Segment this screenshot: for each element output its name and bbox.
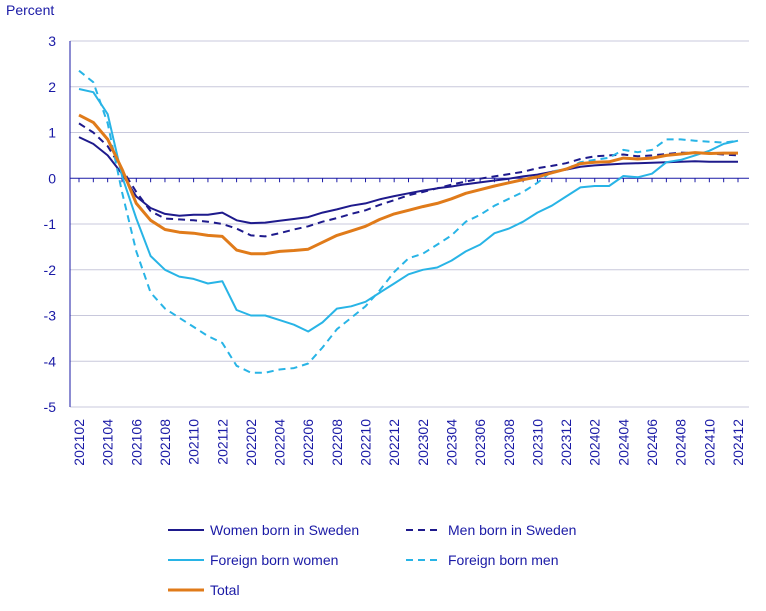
legend-swatch — [406, 559, 442, 561]
legend-label: Foreign born men — [448, 552, 559, 568]
y-tick-label: -5 — [44, 399, 57, 415]
y-tick-label: 2 — [48, 79, 56, 95]
x-tick-label: 202410 — [701, 419, 717, 466]
legend-item: Total — [168, 582, 240, 598]
series-line-total — [78, 113, 738, 256]
x-tick-label: 202202 — [243, 419, 259, 466]
legend-item: Foreign born men — [406, 552, 559, 568]
x-tick-label: 202112 — [214, 419, 230, 465]
x-tick-label: 202302 — [415, 419, 431, 466]
y-tick-label: -2 — [44, 262, 57, 278]
series-line-foreign-born-men — [78, 69, 739, 374]
y-tick-label: 3 — [48, 33, 56, 49]
y-axis-title: Percent — [6, 2, 55, 18]
x-tick-label: 202408 — [673, 419, 689, 466]
legend: Women born in Sweden Men born in Sweden Fo… — [168, 522, 608, 608]
legend-swatch — [168, 529, 204, 531]
legend-swatch — [168, 588, 204, 592]
legend-label: Foreign born women — [210, 552, 339, 568]
x-tick-label: 202108 — [157, 419, 173, 466]
y-tick-label: 0 — [48, 170, 56, 186]
x-tick-label: 202110 — [186, 419, 202, 465]
x-tick-label: 202104 — [100, 419, 116, 466]
y-tick-label: -1 — [44, 216, 57, 232]
x-tick-label: 202412 — [730, 419, 746, 466]
y-tick-label: -4 — [44, 353, 57, 369]
series-line-men-born-in-sweden — [78, 122, 739, 238]
x-tick-label: 202208 — [329, 419, 345, 466]
x-tick-label: 202204 — [272, 419, 288, 466]
legend-label: Total — [210, 582, 240, 598]
x-tick-label: 202210 — [358, 419, 374, 466]
legend-item: Women born in Sweden — [168, 522, 359, 538]
x-tick-label: 202206 — [300, 419, 316, 466]
y-tick-label: -3 — [44, 308, 57, 324]
x-tick-label: 202402 — [587, 419, 603, 466]
x-tick-label: 202310 — [529, 419, 545, 466]
legend-label: Women born in Sweden — [210, 522, 360, 538]
legend-item: Men born in Sweden — [406, 522, 576, 538]
legend-item: Foreign born women — [168, 552, 338, 568]
x-tick-label: 202404 — [615, 419, 631, 466]
x-tick-label: 202306 — [472, 419, 488, 466]
x-tick-label: 202304 — [443, 419, 459, 466]
x-tick-label: 202312 — [558, 419, 574, 466]
series-line-women-born-in-sweden — [78, 136, 738, 225]
legend-swatch — [168, 559, 204, 561]
x-tick-label: 202102 — [71, 419, 87, 466]
x-tick-label: 202212 — [386, 419, 402, 466]
y-tick-label: 1 — [48, 125, 56, 141]
series-line-foreign-born-women — [78, 88, 739, 333]
x-tick-label: 202406 — [644, 419, 660, 466]
legend-swatch — [406, 529, 442, 531]
x-tick-label: 202106 — [128, 419, 144, 466]
x-tick-label: 202308 — [501, 419, 517, 466]
legend-label: Men born in Sweden — [448, 522, 577, 538]
